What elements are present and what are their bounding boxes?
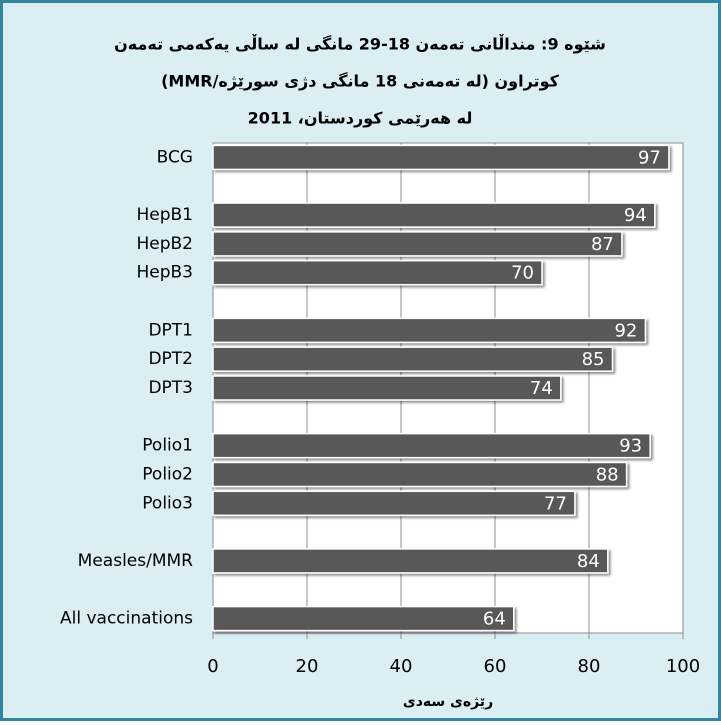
x-tick-label: 0	[207, 656, 218, 677]
bar	[212, 259, 543, 286]
y-tick-label: DPT2	[148, 349, 193, 369]
bar	[212, 461, 628, 488]
x-tick-label: 40	[390, 656, 413, 677]
y-tick-label: Measles/MMR	[78, 551, 194, 571]
x-tick-label: 100	[666, 656, 700, 677]
data-label: 64	[483, 609, 506, 630]
bar	[212, 231, 623, 257]
bar	[212, 144, 670, 171]
bar	[212, 317, 647, 344]
y-tick-label: HepB3	[136, 263, 193, 283]
y-tick-label: BCG	[157, 147, 193, 167]
data-label: 87	[591, 234, 614, 255]
data-label: 74	[530, 378, 553, 399]
y-tick-label: HepB1	[136, 205, 193, 225]
data-label: 70	[511, 263, 534, 284]
data-label: 93	[619, 436, 642, 457]
data-label: 85	[582, 349, 605, 370]
bar	[212, 432, 651, 459]
bar	[212, 490, 576, 517]
data-label: 92	[614, 320, 637, 341]
data-label: 88	[596, 464, 619, 485]
x-tick-label: 80	[578, 656, 601, 677]
data-label: 84	[577, 551, 600, 572]
y-tick-label: DPT3	[148, 378, 193, 398]
x-axis-label: رێژەی سەدی	[403, 694, 493, 710]
bar	[212, 375, 562, 401]
bar	[212, 548, 609, 574]
y-tick-label: HepB2	[136, 234, 193, 254]
data-label: 77	[544, 493, 567, 514]
x-tick-label: 20	[296, 656, 319, 677]
bar	[212, 346, 614, 372]
x-tick-label: 60	[484, 656, 507, 677]
y-tick-label: DPT1	[148, 320, 193, 340]
bar	[212, 202, 656, 228]
chart-title: شێوە 9: منداڵانی تەمەن 18-29 مانگی لە سا…	[114, 34, 606, 54]
y-tick-label: Polio1	[142, 436, 193, 456]
bar	[212, 605, 515, 632]
data-label: 94	[624, 205, 647, 226]
y-tick-label: Polio2	[142, 464, 193, 484]
y-tick-label: All vaccinations	[60, 609, 193, 629]
chart-title: لە هەرێمی کوردستان، 2011	[248, 109, 473, 128]
chart-title: کوتراون (لە تەمەنی 18 مانگی دژی سورێژە/M…	[161, 72, 560, 91]
y-tick-label: Polio3	[142, 493, 193, 513]
data-label: 97	[638, 147, 661, 168]
